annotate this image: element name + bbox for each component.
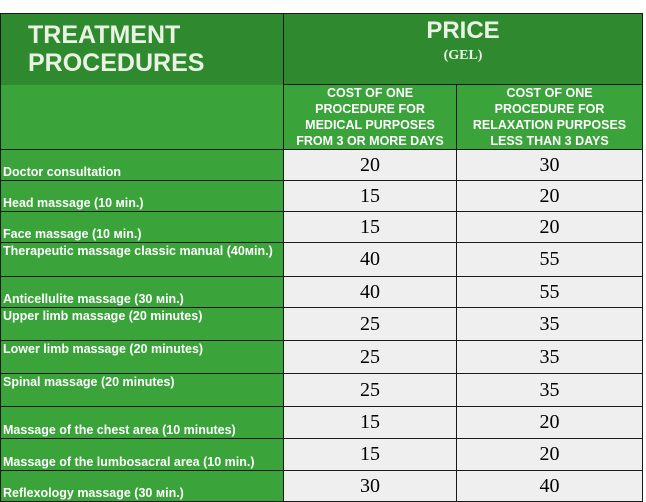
relax-header-line: COST OF ONE — [506, 86, 593, 100]
medical-price: 15 — [283, 180, 457, 212]
medical-header-line: COST OF ONE — [326, 86, 414, 100]
procedure-name: Reflexology massage (30 мin.) — [0, 470, 284, 502]
procedure-name: Face massage (10 мin.) — [0, 211, 284, 243]
relax-header-line: RELAXATION PURPOSES — [472, 118, 627, 132]
relaxation-price: 55 — [455, 242, 644, 277]
medical-price: 15 — [283, 211, 457, 243]
relax-header-line: LESS THAN 3 DAYS — [490, 134, 609, 148]
medical-price: 25 — [283, 340, 457, 374]
relaxation-price: 20 — [455, 406, 644, 439]
relaxation-price: 35 — [455, 340, 644, 374]
relaxation-purposes-column-header: COST OF ONE PROCEDURE FOR RELAXATION PUR… — [455, 84, 644, 150]
medical-price: 40 — [283, 242, 457, 277]
relaxation-price: 35 — [455, 307, 644, 341]
table-row: Doctor consultation 20 30 — [0, 149, 644, 181]
relaxation-price: 20 — [455, 180, 644, 212]
medical-price: 20 — [283, 149, 457, 181]
medical-header-line: PROCEDURE FOR — [315, 102, 425, 116]
price-label: PRICE — [426, 17, 500, 44]
price-list-sheet: TREATMENT PROCEDURES PRICE (GEL) COST OF… — [0, 13, 644, 502]
procedure-name: Upper limb massage (20 minutes) — [0, 307, 284, 341]
relaxation-price: 40 — [455, 470, 644, 502]
treatment-title-line2: PROCEDURES — [28, 49, 205, 78]
header-row-columns: COST OF ONE PROCEDURE FOR MEDICAL PURPOS… — [0, 84, 644, 150]
table-row: Anticellulite massage (30 мin.) 40 55 — [0, 276, 644, 308]
table-row: Face massage (10 мin.) 15 20 — [0, 211, 644, 243]
medical-header-line: FROM 3 OR MORE DAYS — [296, 134, 444, 148]
procedure-name: Lower limb massage (20 minutes) — [0, 340, 284, 374]
medical-price: 25 — [283, 373, 457, 407]
procedure-name: Massage of the lumbosacral area (10 min.… — [0, 438, 284, 471]
relax-header-line: PROCEDURE FOR — [494, 102, 605, 116]
medical-purposes-column-header: COST OF ONE PROCEDURE FOR MEDICAL PURPOS… — [283, 84, 457, 150]
medical-price: 40 — [283, 276, 457, 308]
medical-price: 25 — [283, 307, 457, 341]
table-row: Upper limb massage (20 minutes) 25 35 — [0, 307, 644, 341]
price-unit: (GEL) — [443, 48, 483, 63]
medical-price: 15 — [283, 438, 457, 471]
table-row: Spinal massage (20 minutes) 25 35 — [0, 373, 644, 407]
table-row: Head massage (10 мin.) 15 20 — [0, 180, 644, 212]
medical-price: 15 — [283, 406, 457, 439]
procedure-name: Head massage (10 мin.) — [0, 180, 284, 212]
price-table: TREATMENT PROCEDURES PRICE (GEL) COST OF… — [0, 13, 644, 502]
table-row: Massage of the lumbosacral area (10 min.… — [0, 438, 644, 471]
relaxation-price: 20 — [455, 211, 644, 243]
treatment-procedures-heading: TREATMENT PROCEDURES — [0, 13, 284, 85]
header-blank-cell — [0, 84, 284, 150]
table-row: Lower limb massage (20 minutes) 25 35 — [0, 340, 644, 374]
procedure-name: Therapeutic massage classic manual (40мi… — [0, 242, 284, 277]
medical-price: 30 — [283, 470, 457, 502]
relaxation-price: 30 — [455, 149, 644, 181]
medical-header-line: MEDICAL PURPOSES — [305, 118, 435, 132]
header-row-top: TREATMENT PROCEDURES PRICE (GEL) — [0, 13, 644, 85]
relaxation-price: 35 — [455, 373, 644, 407]
relaxation-price: 55 — [455, 276, 644, 308]
price-heading: PRICE (GEL) — [282, 13, 644, 85]
procedure-name: Spinal massage (20 minutes) — [0, 373, 284, 407]
table-row: Reflexology massage (30 мin.) 30 40 — [0, 470, 644, 502]
procedure-name: Massage of the chest area (10 minutes) — [0, 406, 284, 439]
procedure-name: Anticellulite massage (30 мin.) — [0, 276, 284, 308]
table-row: Massage of the chest area (10 minutes) 1… — [0, 406, 644, 439]
table-row: Therapeutic massage classic manual (40мi… — [0, 242, 644, 277]
relaxation-price: 20 — [455, 438, 644, 471]
procedure-name: Doctor consultation — [0, 149, 284, 181]
treatment-title-line1: TREATMENT — [28, 21, 181, 50]
